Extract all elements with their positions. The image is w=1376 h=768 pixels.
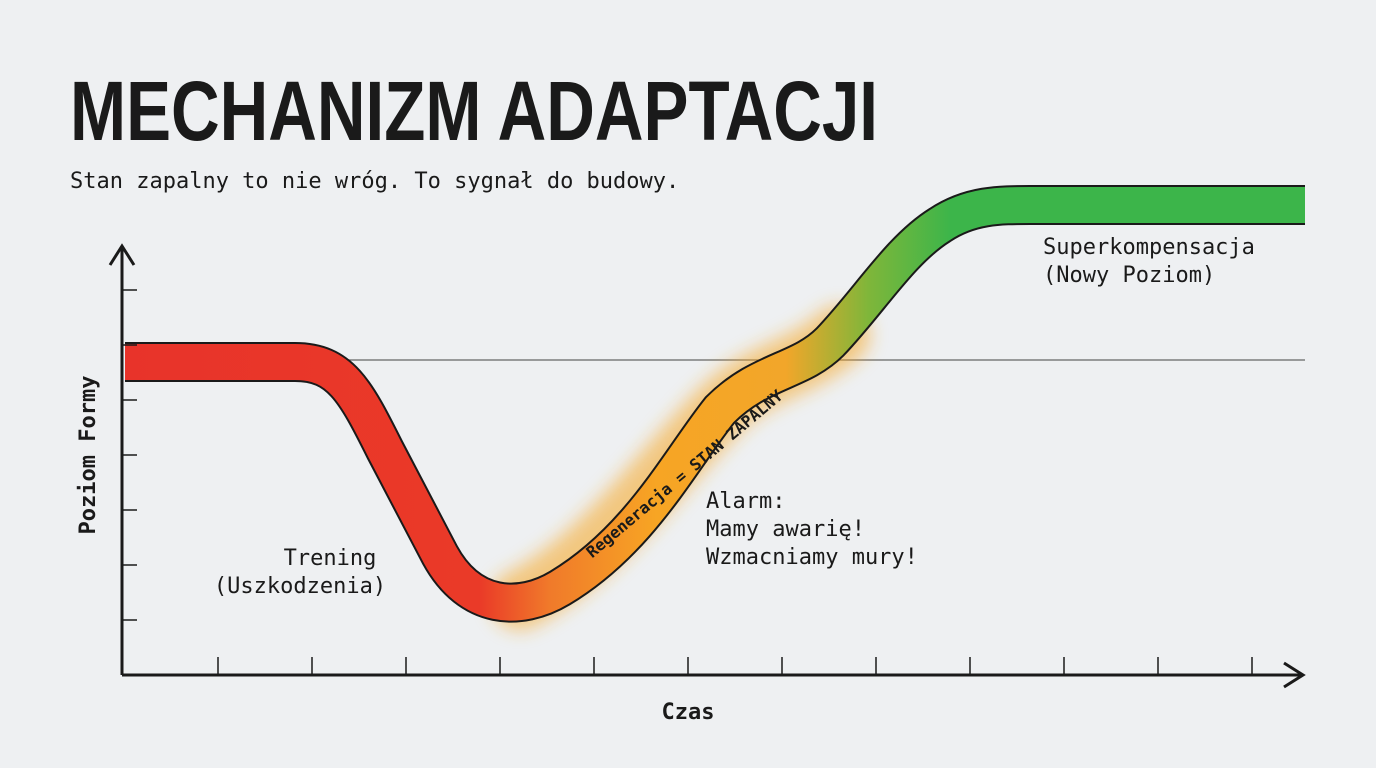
- ticks: [122, 289, 1253, 675]
- supercompensation-label: (Nowy Poziom): [1043, 263, 1215, 288]
- supercompensation-label: Superkompensacja: [1043, 235, 1255, 260]
- y-axis-label: Poziom Formy: [76, 376, 101, 535]
- alarm-label: Mamy awarię!: [706, 517, 865, 542]
- x-axis-label: Czas: [662, 700, 715, 725]
- title: MECHANIZM ADAPTACJI: [70, 64, 878, 158]
- training-label: (Uszkodzenia): [214, 574, 386, 599]
- alarm-label: Wzmacniamy mury!: [706, 545, 918, 570]
- alarm-label: Alarm:: [706, 489, 785, 514]
- curve: [125, 187, 1305, 621]
- training-label: Trening: [284, 546, 377, 571]
- subtitle: Stan zapalny to nie wróg. To sygnał do b…: [70, 169, 679, 194]
- axes: [108, 243, 1306, 689]
